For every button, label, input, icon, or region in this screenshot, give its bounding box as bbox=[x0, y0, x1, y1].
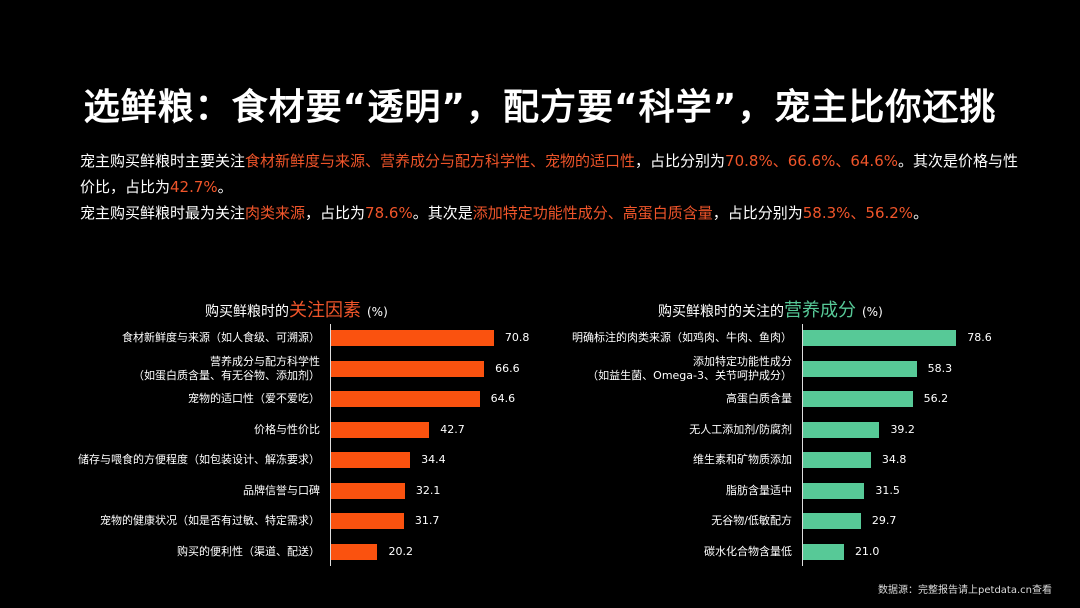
summary-text-segment: 。 bbox=[913, 204, 929, 222]
category-label-line: 维生素和矿物质添加 bbox=[693, 453, 792, 466]
category-label-line: 明确标注的肉类来源（如鸡肉、牛肉、鱼肉） bbox=[572, 331, 792, 344]
highlight-text: 78.6% bbox=[365, 204, 413, 222]
value-label: 64.6 bbox=[490, 392, 516, 405]
chart-nutrition-components: 购买鲜粮时的关注的营养成分 (%) 明确标注的肉类来源（如鸡肉、牛肉、鱼肉） 78.6… bbox=[540, 290, 1080, 570]
data-bar bbox=[803, 513, 861, 529]
summary-text-segment: 宠主购买鲜粮时主要关注 bbox=[80, 152, 246, 170]
value-label: 20.2 bbox=[388, 544, 413, 558]
category-label-line: 储存与喂食的方便程度（如包装设计、解冻要求） bbox=[78, 453, 320, 466]
category-label: 宠物的健康状况（如是否有过敏、特定需求） bbox=[100, 514, 320, 528]
value-label: 58.3 bbox=[927, 361, 953, 375]
chart-title-prefix: 购买鲜粮时的 bbox=[205, 304, 289, 320]
chart-axis bbox=[330, 324, 331, 566]
chart-title-prefix: 购买鲜粮时的关注的 bbox=[658, 304, 784, 320]
highlight-text: 添加特定功能性成分、高蛋白质含量 bbox=[472, 204, 713, 222]
category-label-line: 购买的便利性（渠道、配送） bbox=[177, 544, 320, 558]
highlight-text: 食材新鲜度与来源、营养成分与配方科学性、宠物的适口性 bbox=[245, 152, 636, 170]
summary-line-1: 宠主购买鲜粮时主要关注食材新鲜度与来源、营养成分与配方科学性、宠物的适口性，占比… bbox=[80, 148, 1020, 200]
category-label: 高蛋白质含量 bbox=[726, 392, 792, 406]
value-label: 39.2 bbox=[890, 422, 915, 436]
category-label: 脂肪含量适中 bbox=[726, 484, 792, 498]
category-label-line: 宠物的适口性（爱不爱吃） bbox=[188, 392, 320, 405]
summary-text-segment: ，占比为 bbox=[305, 204, 366, 222]
value-label: 34.4 bbox=[421, 453, 446, 466]
summary-text-segment: ，占比分别为 bbox=[635, 152, 726, 170]
chart-title: 购买鲜粮时的关注因素 (%) bbox=[205, 296, 388, 322]
category-label-line: 碳水化合物含量低 bbox=[704, 544, 792, 558]
category-label: 碳水化合物含量低 bbox=[704, 545, 792, 559]
category-label-line: 价格与性价比 bbox=[254, 422, 320, 436]
category-label-line: 无人工添加剂/防腐剂 bbox=[689, 422, 792, 436]
summary-text-segment: ，占比分别为 bbox=[712, 204, 803, 222]
category-label-line: （如益生菌、Omega-3、关节呵护成分） bbox=[587, 368, 792, 382]
category-label: 营养成分与配方科学性 （如蛋白质含量、有无谷物、添加剂） bbox=[133, 355, 320, 383]
data-bar bbox=[803, 452, 871, 468]
category-label: 无谷物/低敏配方 bbox=[711, 514, 792, 528]
summary-text-segment: 。其次是 bbox=[412, 204, 473, 222]
value-label: 78.6 bbox=[967, 331, 992, 344]
highlight-text: 70.8%、66.6%、64.6% bbox=[725, 152, 899, 170]
summary-text-segment: 。 bbox=[217, 178, 233, 196]
category-label-line: 品牌信誉与口碑 bbox=[243, 483, 320, 497]
data-bar bbox=[331, 421, 430, 438]
chart-title-accent: 关注因素 bbox=[289, 300, 361, 321]
category-label: 无人工添加剂/防腐剂 bbox=[689, 423, 792, 437]
value-label: 31.7 bbox=[414, 514, 440, 527]
category-label: 价格与性价比 bbox=[254, 423, 320, 437]
data-bar bbox=[803, 421, 880, 438]
category-label-line: 添加特定功能性成分 bbox=[693, 354, 792, 368]
category-label: 购买的便利性（渠道、配送） bbox=[177, 545, 320, 559]
summary-line-2: 宠主购买鲜粮时最为关注肉类来源，占比为78.6%。其次是添加特定功能性成分、高蛋… bbox=[80, 200, 1020, 226]
chart-title-accent: 营养成分 bbox=[784, 300, 856, 321]
value-label: 56.2 bbox=[923, 392, 949, 405]
category-label: 食材新鲜度与来源（如人食级、可溯源） bbox=[122, 331, 320, 345]
category-label: 品牌信誉与口碑 bbox=[243, 484, 320, 498]
category-label: 储存与喂食的方便程度（如包装设计、解冻要求） bbox=[78, 453, 320, 467]
data-bar bbox=[803, 360, 917, 377]
data-bar bbox=[331, 330, 494, 346]
data-source-note: 数据源：完整报告请上petdata.cn查看 bbox=[878, 585, 1052, 596]
chart-attention-factors: 购买鲜粮时的关注因素 (%) 食材新鲜度与来源（如人食级、可溯源） 70.8 营养成分与… bbox=[0, 290, 540, 570]
value-label: 66.6 bbox=[495, 361, 520, 375]
category-label-line: 宠物的健康状况（如是否有过敏、特定需求） bbox=[100, 514, 320, 527]
chart-title: 购买鲜粮时的关注的营养成分 (%) bbox=[658, 296, 883, 322]
value-label: 42.7 bbox=[440, 422, 465, 436]
summary-text-segment: 宠主购买鲜粮时最为关注 bbox=[80, 204, 246, 222]
data-bar bbox=[331, 513, 404, 529]
value-label: 32.1 bbox=[415, 483, 441, 497]
category-label-line: 无谷物/低敏配方 bbox=[711, 514, 792, 527]
value-label: 21.0 bbox=[854, 544, 880, 558]
chart-axis bbox=[802, 324, 803, 566]
data-bar bbox=[331, 543, 378, 560]
category-label-line: （如蛋白质含量、有无谷物、添加剂） bbox=[133, 368, 320, 382]
category-label: 添加特定功能性成分 （如益生菌、Omega-3、关节呵护成分） bbox=[587, 355, 792, 383]
data-bar bbox=[803, 543, 844, 560]
value-label: 31.5 bbox=[875, 483, 900, 497]
data-bar bbox=[331, 452, 411, 468]
category-label-line: 营养成分与配方科学性 bbox=[210, 354, 320, 368]
chart-unit: (%) bbox=[367, 305, 388, 319]
page-title: 选鲜粮：食材要“透明”，配方要“科学”，宠主比你还挑 bbox=[83, 87, 997, 128]
value-label: 70.8 bbox=[504, 331, 530, 344]
highlight-text: 42.7% bbox=[170, 178, 218, 196]
data-bar bbox=[803, 482, 865, 499]
summary-text-segment: 。其次是价格与性价比，占比为 bbox=[80, 152, 1019, 196]
data-bar bbox=[331, 391, 480, 407]
data-bar bbox=[803, 391, 913, 407]
highlight-text: 肉类来源 bbox=[245, 204, 306, 222]
category-label: 宠物的适口性（爱不爱吃） bbox=[188, 392, 320, 406]
category-label: 维生素和矿物质添加 bbox=[693, 453, 792, 467]
chart-unit: (%) bbox=[862, 305, 883, 319]
category-label-line: 食材新鲜度与来源（如人食级、可溯源） bbox=[122, 331, 320, 344]
category-label-line: 高蛋白质含量 bbox=[726, 392, 792, 405]
data-bar bbox=[331, 482, 405, 499]
value-label: 29.7 bbox=[871, 514, 897, 527]
value-label: 34.8 bbox=[881, 453, 907, 466]
data-bar bbox=[803, 330, 957, 346]
summary-text: 宠主购买鲜粮时主要关注食材新鲜度与来源、营养成分与配方科学性、宠物的适口性，占比… bbox=[80, 148, 1020, 226]
data-bar bbox=[331, 360, 485, 377]
category-label: 明确标注的肉类来源（如鸡肉、牛肉、鱼肉） bbox=[572, 331, 792, 345]
category-label-line: 脂肪含量适中 bbox=[726, 483, 792, 497]
highlight-text: 58.3%、56.2% bbox=[802, 204, 914, 222]
